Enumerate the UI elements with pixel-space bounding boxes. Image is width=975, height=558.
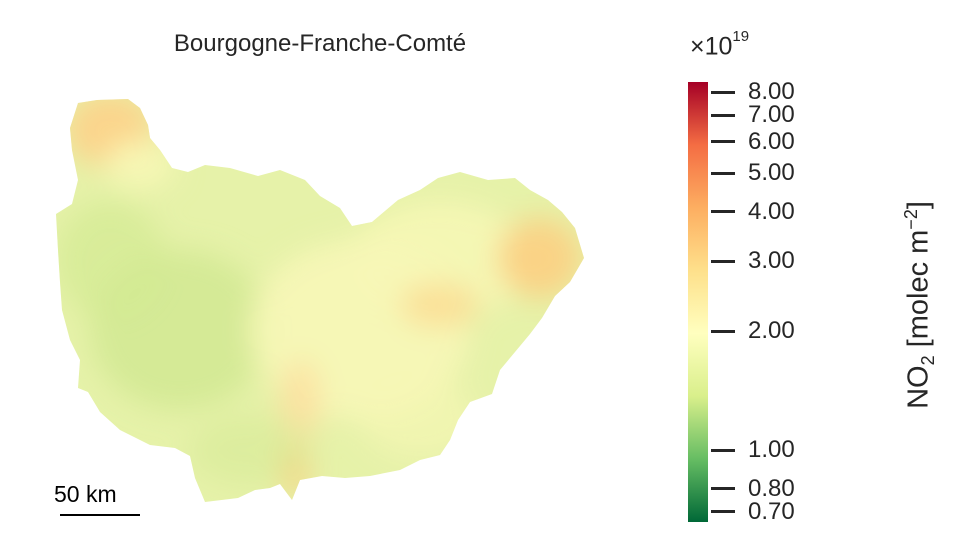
colorbar-exponent: ×1019	[690, 28, 749, 61]
colorbar-tick-label: 2.00	[748, 317, 795, 345]
colorbar-label-unit: [molec m	[902, 229, 935, 356]
scale-bar-label: 50 km	[54, 481, 117, 507]
region-map	[56, 99, 584, 502]
colorbar-tick	[711, 140, 735, 144]
colorbar-tick-label: 1.00	[748, 436, 795, 464]
colorbar	[688, 82, 708, 522]
colorbar-tick	[711, 510, 735, 514]
colorbar-tick	[711, 210, 735, 214]
colorbar-tick	[711, 90, 735, 94]
colorbar-label-close: ]	[902, 201, 935, 210]
colorbar-tick	[711, 113, 735, 117]
colorbar-tick-label: 4.00	[748, 197, 795, 225]
colorbar-exponent-power: 19	[732, 28, 750, 45]
colorbar-tick-label: 0.70	[748, 497, 795, 525]
colorbar-tick-label: 8.00	[748, 78, 795, 106]
colorbar-tick	[711, 487, 735, 491]
colorbar-label-main: NO	[902, 365, 935, 409]
scale-bar-line	[60, 514, 140, 516]
colorbar-tick-label: 3.00	[748, 247, 795, 275]
colorbar-tick-label: 5.00	[748, 159, 795, 187]
colorbar-tick-label: 7.00	[748, 101, 795, 129]
map-title: Bourgogne-Franche-Comté	[173, 30, 467, 57]
colorbar-tick-label: 0.80	[748, 474, 795, 502]
colorbar-exponent-prefix: ×10	[690, 32, 733, 61]
colorbar-tick	[711, 329, 735, 333]
colorbar-label-sub: 2	[918, 355, 939, 366]
colorbar-tick	[711, 171, 735, 175]
colorbar-tick-label: 6.00	[748, 127, 795, 155]
colorbar-label-sup: −2	[900, 209, 921, 230]
colorbar-label: NO2 [molec m−2]	[901, 201, 939, 409]
colorbar-tick	[711, 259, 735, 263]
colorbar-tick	[711, 448, 735, 452]
